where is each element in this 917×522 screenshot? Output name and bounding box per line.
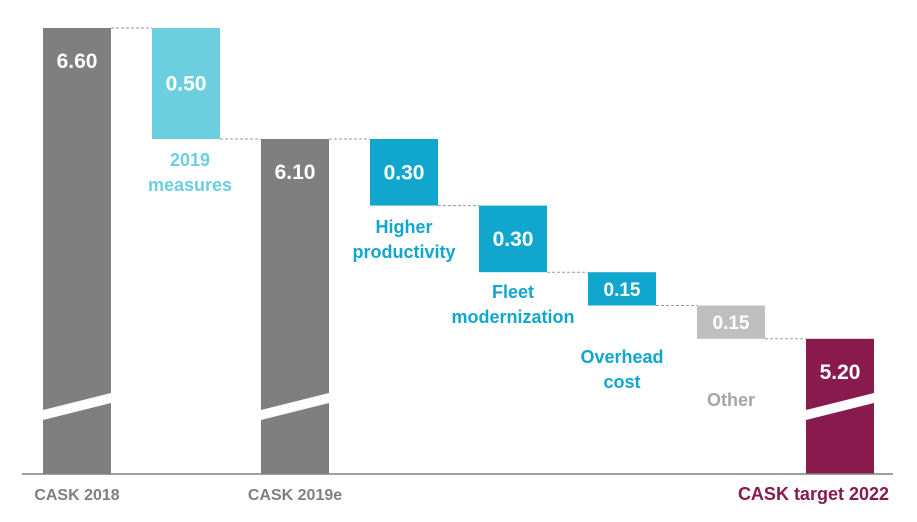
step-labels: 2019 measures Higher productivity Fleet moder… (148, 150, 755, 410)
step-label: 2019 (170, 150, 210, 170)
axis-break-mark (43, 393, 111, 420)
value-label: 6.10 (275, 161, 316, 184)
step-label: modernization (451, 307, 574, 327)
value-label: 0.50 (166, 73, 207, 96)
axis-break-mark (261, 393, 329, 420)
step-label: productivity (352, 242, 455, 262)
bar-other (697, 305, 765, 339)
step-label: Higher (375, 217, 432, 237)
bar-2019-measures (152, 28, 220, 139)
category-label: CASK 2018 (34, 487, 119, 504)
axis-break-mark (806, 393, 874, 420)
value-label: 0.15 (713, 313, 750, 334)
category-label: CASK 2019e (248, 487, 342, 504)
step-label: Overhead (580, 347, 663, 367)
step-label: measures (148, 175, 232, 195)
bar-overhead-cost (588, 272, 656, 306)
connector-lines (111, 27, 806, 340)
bar-cask-2019e (261, 139, 329, 474)
step-label: Other (707, 390, 755, 410)
value-label: 0.15 (604, 280, 641, 301)
bar-higher-productivity (370, 139, 438, 206)
bars (43, 28, 874, 474)
value-label: 0.30 (384, 161, 425, 184)
axis-breaks (43, 393, 874, 420)
bar-fleet-modernization (479, 205, 547, 273)
step-label: cost (603, 372, 640, 392)
value-label: 0.30 (493, 228, 534, 251)
value-label: 5.20 (820, 361, 861, 384)
value-label: 6.60 (57, 50, 98, 73)
step-label: Fleet (492, 282, 534, 302)
category-label: CASK target 2022 (738, 484, 889, 504)
value-labels: 6.60 0.50 6.10 0.30 0.30 0.15 0.15 5.20 (57, 50, 861, 384)
category-labels: CASK 2018 CASK 2019e CASK target 2022 (34, 484, 889, 504)
